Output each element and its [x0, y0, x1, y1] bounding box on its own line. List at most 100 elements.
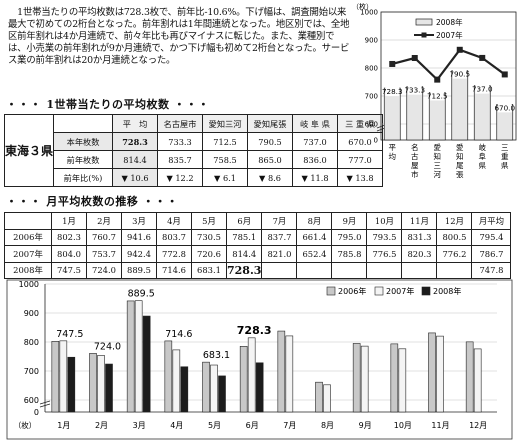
x-tick-label: 県	[479, 161, 487, 170]
bar-2008年	[105, 363, 113, 413]
table-row: 2006年 802.3 760.7 941.6 803.7 730.5 785.…	[4, 228, 512, 246]
bar-2006年	[390, 343, 399, 413]
data-label: 790.5	[449, 70, 470, 79]
table-cell: 785.1	[225, 228, 263, 246]
table-header: 5月	[191, 212, 227, 230]
row-label: 2008年	[4, 261, 52, 279]
row-label: 本年枚数	[53, 132, 114, 151]
y-tick-label: 900	[24, 309, 39, 318]
bar-2006年	[89, 353, 97, 413]
data-label: 724.0	[94, 341, 121, 352]
y-tick-label: 0	[34, 408, 39, 417]
bar	[451, 70, 469, 141]
table-row: 2008年 747.5 724.0 889.5 714.6 683.1 728.…	[4, 261, 512, 279]
table-header-row: 1月 2月 3月 4月 5月 6月 7月 8月 9月 10月 11月 12月 月…	[4, 212, 512, 230]
bar-2006年	[126, 300, 135, 413]
x-tick-label: 6月	[246, 421, 259, 430]
legend-label: 2008年	[433, 286, 461, 296]
axis-break-mark	[376, 124, 386, 132]
data-label: 683.1	[203, 350, 230, 361]
bar-2007年	[172, 349, 181, 413]
table-row: 2007年 804.0 753.7 942.4 772.8 720.6 814.…	[4, 245, 512, 263]
table-cell: 835.7	[157, 150, 204, 169]
table-cell: ▼ 6.1	[202, 168, 249, 187]
axis-break-mark	[39, 400, 51, 408]
x-tick-label: 10月	[394, 421, 412, 430]
table-cell: 728.3	[225, 261, 263, 279]
table-cell: 776.2	[436, 245, 473, 263]
table-header: 9月	[331, 212, 368, 230]
y-tick-label: 800	[365, 65, 378, 73]
line-marker	[389, 60, 396, 67]
table-cell: 714.6	[156, 261, 192, 279]
x-tick-label: 三	[434, 161, 442, 170]
bar-2006年	[164, 340, 173, 413]
monthly-bar-chart: 0 600 700 800 900 1000 （枚） 1月 2月 3月 4月 5月 6月 7月 8月 9月 10…	[6, 279, 513, 440]
bar-2007年	[97, 355, 105, 413]
table-cell: 683.1	[191, 261, 227, 279]
data-label: 670.0	[494, 103, 515, 112]
table-row: 本年枚数 728.3 733.3 712.5 790.5 737.0 670.0	[5, 132, 384, 151]
bar-2006年	[315, 381, 323, 413]
bar-2006年	[465, 341, 474, 413]
data-label-bg	[497, 103, 512, 113]
row-label: 前年比(%)	[53, 168, 114, 187]
bar-2006年	[202, 361, 210, 413]
table-cell: 889.5	[121, 261, 157, 279]
line-series-2007	[391, 48, 506, 82]
bar-2007年	[360, 345, 369, 413]
table-cell: 720.6	[191, 245, 227, 263]
table-header: 名古屋市	[157, 114, 204, 133]
x-tick-label: 12月	[469, 421, 487, 430]
table-cell	[436, 261, 473, 279]
y-tick-label: 700	[365, 93, 378, 101]
table-cell: 795.0	[331, 228, 368, 246]
section-title-household-average: ・・・ 1世帯当たりの平均枚数 ・・・	[6, 96, 210, 112]
x-tick-label: 尾	[456, 161, 464, 170]
line-marker	[501, 71, 508, 78]
x-tick-label: 愛	[434, 142, 442, 152]
table-header: 12月	[436, 212, 473, 230]
section-title-monthly-trend: ・・・ 月平均枚数の推移 ・・・	[6, 193, 179, 209]
x-tick-label: 岐	[479, 142, 487, 152]
bar-2007年	[323, 384, 331, 413]
x-tick-label: 阜	[479, 151, 487, 161]
bar-2008年	[218, 375, 226, 413]
table-cell	[366, 261, 403, 279]
table-cell: 836.0	[292, 150, 339, 169]
table-cell: 793.5	[366, 228, 403, 246]
bar-2007年	[398, 348, 407, 413]
table-header: 7月	[261, 212, 298, 230]
line-marker	[434, 76, 441, 83]
table-cell: 724.0	[86, 261, 122, 279]
x-tick-label: 11月	[431, 421, 449, 430]
region-bar-chart: （枚） 0 600 700 800 900 1000 728.3 平均 733.3 名古屋市 712.…	[352, 2, 517, 179]
legend-swatch-marker	[421, 32, 427, 38]
table-cell: 772.8	[156, 245, 192, 263]
bar-2008年	[180, 366, 189, 413]
data-label-bg	[385, 87, 400, 97]
data-label-bg	[452, 69, 467, 79]
table-cell: 712.5	[202, 132, 249, 151]
y-tick-label: 800	[24, 338, 39, 347]
table-header: 愛知三河	[202, 114, 249, 133]
x-tick-label: 5月	[208, 421, 221, 430]
household-average-table: 東海３県 平 均 名古屋市 愛知三河 愛知尾張 岐 阜 県 三 重 県 本年枚数…	[3, 114, 384, 187]
section-title-text: 1世帯当たりの平均枚数	[46, 98, 170, 111]
y-tick-label: 600	[24, 396, 39, 405]
legend-label: 2007年	[436, 30, 463, 40]
table-row: 前年比(%) ▼ 10.6 ▼ 12.2 ▼ 6.1 ▼ 8.6 ▼ 11.8 …	[5, 168, 384, 187]
table-header: 4月	[156, 212, 192, 230]
table-header: 1月	[51, 212, 87, 230]
legend-swatch-bar	[415, 18, 433, 26]
table-header: 6月	[225, 212, 263, 230]
table-header: 平 均	[112, 114, 159, 133]
y-tick-label: 600	[365, 121, 378, 129]
table-cell: 758.5	[202, 150, 249, 169]
section-dots-right: ・・・	[173, 98, 210, 111]
table-header: 8月	[296, 212, 333, 230]
data-label: 737.0	[472, 85, 493, 94]
table-cell: 814.4	[112, 150, 159, 169]
region-label: 東海３県	[3, 114, 55, 187]
section-dots-right: ・・・	[142, 195, 179, 208]
